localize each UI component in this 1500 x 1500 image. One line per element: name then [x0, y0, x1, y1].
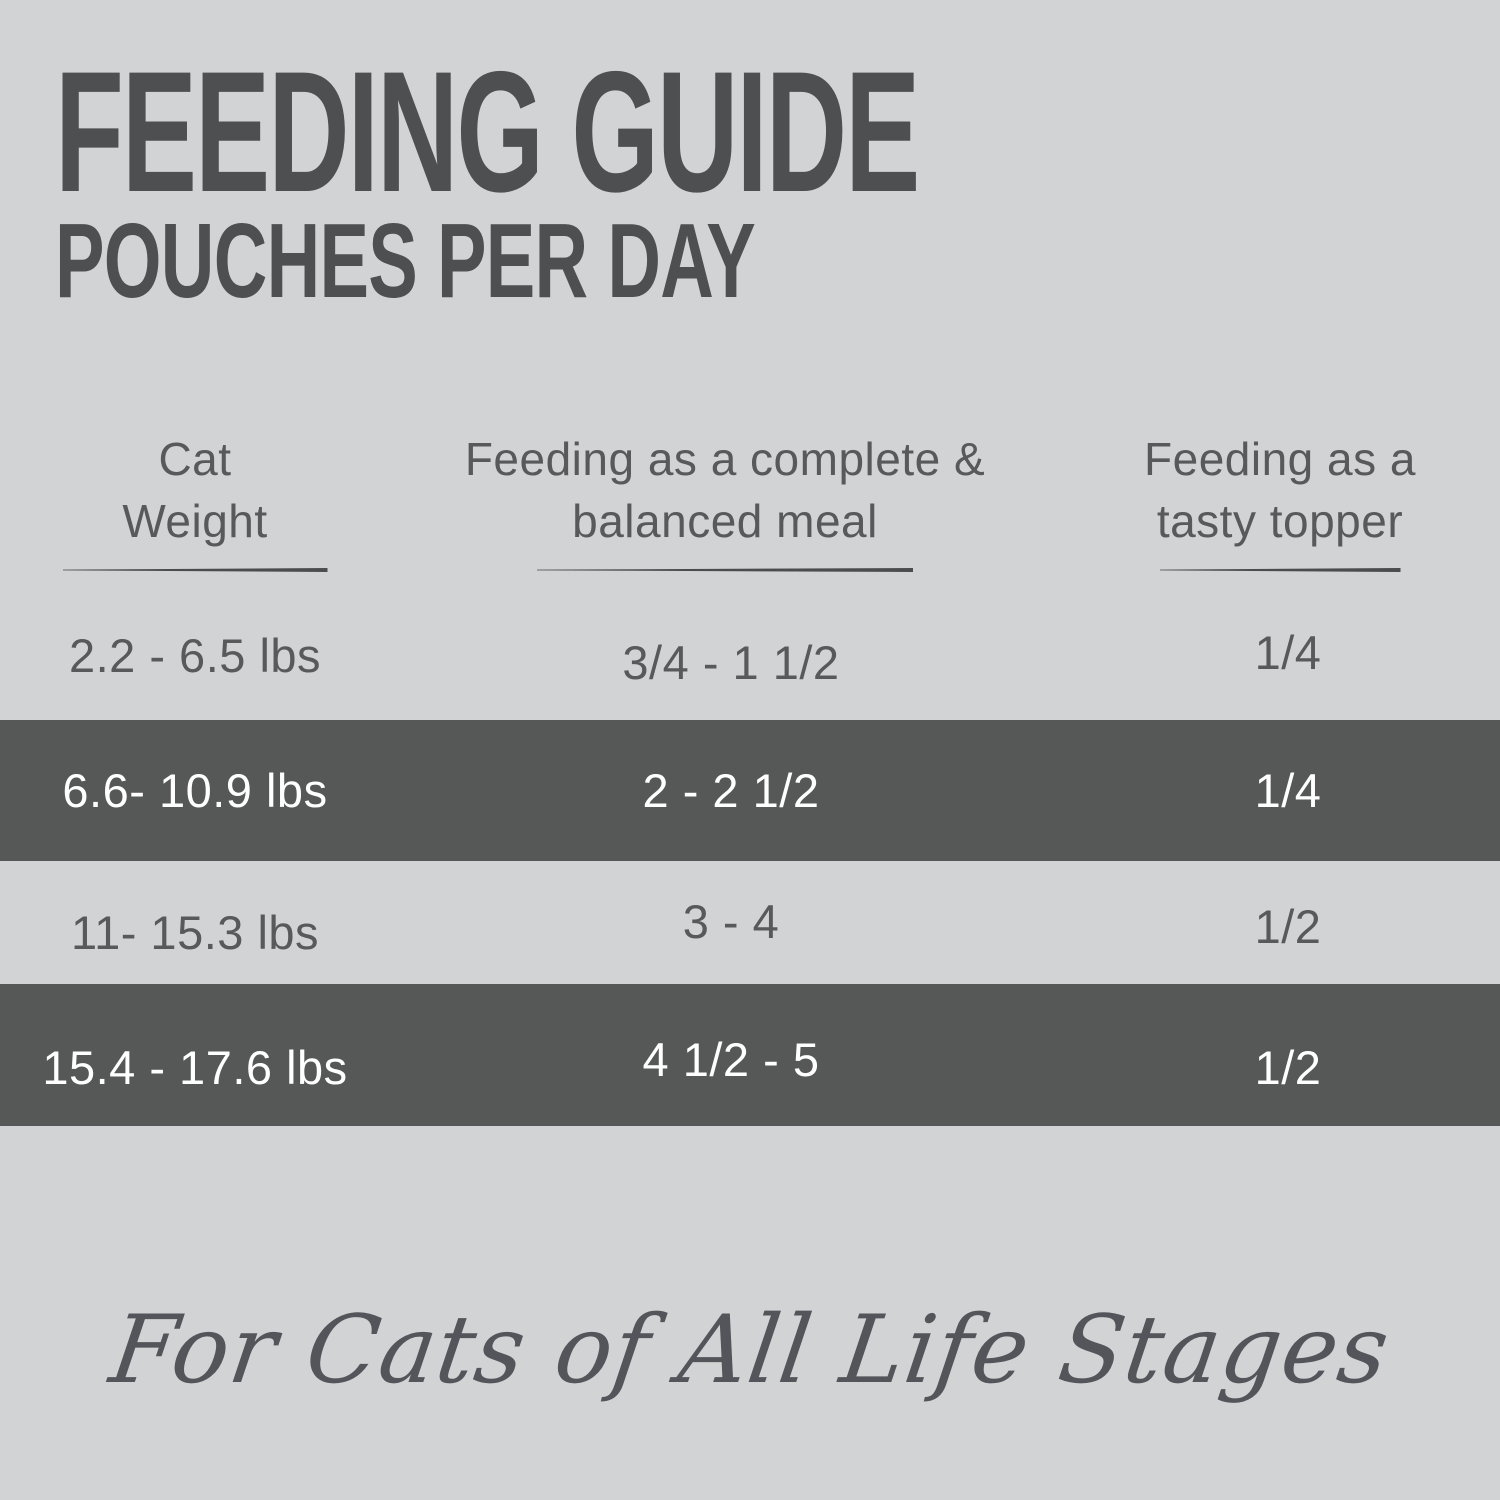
table-header-row: Cat Weight Feeding as a complete & balan… [0, 420, 1500, 600]
feeding-table: Cat Weight Feeding as a complete & balan… [0, 420, 1500, 1126]
cell-complete-meal: 4 1/2 - 5 [642, 1032, 820, 1086]
column-header-text: tasty topper [1156, 495, 1404, 547]
page-title: FEEDING GUIDE [55, 36, 920, 228]
column-header-text: Cat [158, 433, 232, 485]
cell-complete-meal: 3 - 4 [682, 895, 780, 948]
column-header-text: Feeding as a [1144, 433, 1416, 485]
column-header-text: Weight [122, 495, 268, 547]
table-row-highlighted: 6.6- 10.9 lbs 2 - 2 1/2 1/4 [0, 720, 1500, 861]
table-row-highlighted: 15.4 - 17.6 lbs 4 1/2 - 5 1/2 [0, 984, 1500, 1126]
tagline-script: For Cats of All Life Stages [104, 1296, 1396, 1405]
cell-cat-weight: 15.4 - 17.6 lbs [42, 1040, 348, 1094]
table-row: 2.2 - 6.5 lbs 3/4 - 1 1/2 1/4 [0, 600, 1500, 720]
header-underline [1159, 568, 1401, 572]
cell-complete-meal: 3/4 - 1 1/2 [622, 635, 840, 689]
column-header-complete-meal: Feeding as a complete & balanced meal [390, 420, 1060, 600]
column-header-text: balanced meal [572, 495, 878, 547]
header-underline [62, 568, 328, 572]
cell-tasty-topper: 1/4 [1254, 764, 1322, 817]
cell-complete-meal: 2 - 2 1/2 [642, 764, 820, 817]
column-header-text: Feeding as a complete & [464, 433, 986, 485]
cell-cat-weight: 6.6- 10.9 lbs [62, 764, 328, 817]
column-header-tasty-topper: Feeding as a tasty topper [1060, 420, 1500, 600]
header-underline [537, 568, 913, 572]
page-subtitle: POUCHES PER DAY [55, 202, 756, 320]
table-row: 11- 15.3 lbs 3 - 4 1/2 [0, 861, 1500, 984]
cell-tasty-topper: 1/2 [1254, 1040, 1322, 1094]
cell-tasty-topper: 1/4 [1254, 625, 1322, 679]
cell-cat-weight: 11- 15.3 lbs [70, 906, 320, 959]
cell-tasty-topper: 1/2 [1254, 900, 1322, 953]
cell-cat-weight: 2.2 - 6.5 lbs [68, 628, 322, 682]
column-header-cat-weight: Cat Weight [0, 420, 390, 600]
